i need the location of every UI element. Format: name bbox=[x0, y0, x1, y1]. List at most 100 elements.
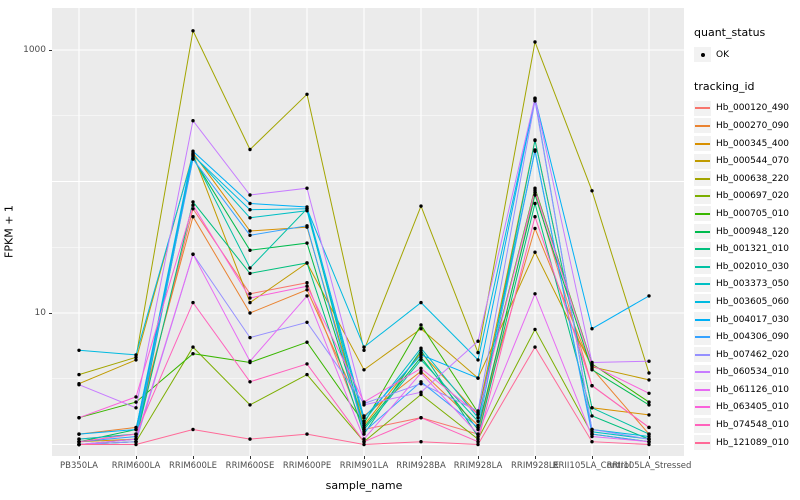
data-point bbox=[419, 366, 423, 370]
legend: quant_status OK tracking_id Hb_000120_49… bbox=[694, 26, 800, 451]
legend-entry-Hb_000697_020: Hb_000697_020 bbox=[694, 188, 800, 206]
data-point bbox=[476, 416, 480, 420]
legend-key-line-icon bbox=[694, 329, 711, 345]
data-point bbox=[476, 412, 480, 416]
data-point bbox=[362, 419, 366, 423]
data-point bbox=[647, 440, 651, 444]
legend-entry-label: Hb_004017_030 bbox=[716, 314, 790, 325]
legend-entry-Hb_000638_220: Hb_000638_220 bbox=[694, 170, 800, 188]
data-point bbox=[134, 355, 138, 359]
x-tick-mark bbox=[649, 456, 650, 459]
data-point bbox=[647, 437, 651, 441]
legend-key-line-icon bbox=[694, 188, 711, 204]
data-point bbox=[77, 432, 81, 436]
data-point bbox=[476, 339, 480, 343]
data-point bbox=[305, 224, 309, 228]
legend-entry-Hb_000120_490: Hb_000120_490 bbox=[694, 100, 800, 118]
data-point bbox=[248, 266, 252, 270]
x-tick-mark bbox=[136, 456, 137, 459]
data-point bbox=[248, 292, 252, 296]
legend-key-line-icon bbox=[694, 276, 711, 292]
x-tick-label-RRIM600PE: RRIM600PE bbox=[282, 461, 332, 471]
x-tick-label-RRIM928LE: RRIM928LE bbox=[511, 461, 559, 471]
legend-key-line-icon bbox=[694, 312, 711, 328]
data-point bbox=[476, 376, 480, 380]
legend-entry-Hb_000270_090: Hb_000270_090 bbox=[694, 117, 800, 135]
data-point bbox=[533, 215, 537, 219]
data-point bbox=[647, 371, 651, 375]
data-point bbox=[647, 400, 651, 404]
data-point bbox=[191, 352, 195, 356]
data-point bbox=[134, 353, 138, 357]
data-point bbox=[476, 432, 480, 436]
data-point bbox=[476, 434, 480, 439]
data-point bbox=[191, 345, 195, 349]
data-point bbox=[305, 288, 309, 292]
data-point bbox=[305, 186, 309, 190]
data-point bbox=[476, 442, 480, 447]
data-point bbox=[248, 201, 252, 206]
legend-entry-label: Hb_007462_020 bbox=[716, 349, 790, 360]
data-point bbox=[419, 440, 423, 444]
legend-key-line-icon bbox=[694, 435, 711, 451]
data-point bbox=[647, 359, 651, 363]
legend-entry-Hb_060534_010: Hb_060534_010 bbox=[694, 364, 800, 382]
legend-entry-label: Hb_000544_070 bbox=[716, 156, 790, 167]
data-point bbox=[419, 355, 423, 359]
data-point bbox=[134, 437, 138, 441]
data-point bbox=[134, 427, 138, 432]
data-point bbox=[476, 358, 480, 362]
x-tick-mark bbox=[250, 456, 251, 459]
data-point bbox=[191, 207, 195, 211]
legend-entry-label: Hb_003605_060 bbox=[716, 296, 790, 307]
legend-entry-label: Hb_000705_010 bbox=[716, 208, 790, 219]
data-point bbox=[248, 248, 252, 252]
data-point bbox=[362, 416, 366, 420]
data-point bbox=[77, 383, 81, 387]
legend-key-line-icon bbox=[694, 399, 711, 415]
data-point bbox=[419, 346, 423, 350]
data-point bbox=[248, 335, 252, 340]
legend-entry-Hb_000705_010: Hb_000705_010 bbox=[694, 205, 800, 223]
data-point bbox=[248, 193, 252, 197]
data-point bbox=[248, 233, 252, 237]
data-point bbox=[533, 292, 537, 296]
data-point bbox=[248, 208, 252, 212]
data-point bbox=[476, 425, 480, 430]
legend-key-line-icon bbox=[694, 224, 711, 240]
legend-entry-label: Hb_074548_010 bbox=[716, 420, 790, 431]
data-point bbox=[191, 215, 195, 219]
data-point bbox=[134, 442, 138, 447]
legend-entry-label: Hb_004306_090 bbox=[716, 332, 790, 343]
data-point bbox=[533, 226, 537, 231]
data-point bbox=[533, 201, 537, 206]
data-point bbox=[362, 442, 366, 447]
data-point bbox=[305, 340, 309, 344]
data-point bbox=[590, 363, 594, 367]
y-tick-mark bbox=[49, 50, 52, 51]
legend-entry-Hb_000345_400: Hb_000345_400 bbox=[694, 135, 800, 153]
data-point bbox=[533, 148, 537, 152]
data-point bbox=[134, 358, 138, 362]
data-point bbox=[590, 189, 594, 193]
legend-entry-quant-status-ok: OK bbox=[694, 46, 800, 64]
data-point bbox=[590, 440, 594, 444]
data-point bbox=[305, 362, 309, 366]
legend-entry-Hb_003373_050: Hb_003373_050 bbox=[694, 276, 800, 294]
legend-entry-Hb_007462_020: Hb_007462_020 bbox=[694, 346, 800, 364]
legend-key-line-icon bbox=[694, 294, 711, 310]
data-point bbox=[191, 29, 195, 33]
legend-entry-label: Hb_063405_010 bbox=[716, 402, 790, 413]
data-point bbox=[533, 99, 537, 103]
data-point bbox=[248, 380, 252, 384]
x-tick-label-RRIM928BA: RRIM928BA bbox=[396, 461, 446, 471]
x-tick-label-RRIM600LA: RRIM600LA bbox=[111, 461, 161, 471]
legend-entry-label: Hb_000270_090 bbox=[716, 120, 790, 131]
legend-entry-label: Hb_000120_490 bbox=[716, 103, 790, 114]
legend-key-line-icon bbox=[694, 364, 711, 380]
data-point bbox=[647, 434, 651, 439]
legend-entry-label: Hb_000345_400 bbox=[716, 138, 790, 149]
legend-entry-label: Hb_002010_030 bbox=[716, 261, 790, 272]
data-point bbox=[134, 400, 138, 404]
data-point bbox=[647, 413, 651, 417]
